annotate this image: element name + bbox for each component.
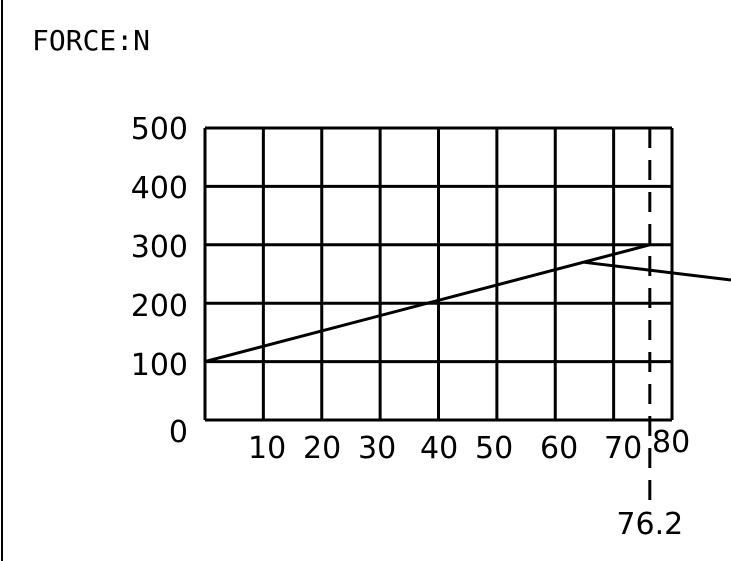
x-tick-label: 30 — [358, 431, 396, 466]
annotation-line — [584, 260, 731, 282]
series-line — [204, 243, 651, 364]
x-tick-label: 50 — [475, 431, 513, 466]
x-tick-label: 40 — [420, 431, 458, 466]
y-tick-label: 300 — [131, 230, 188, 265]
x-tick-label: 60 — [540, 431, 578, 466]
marker-label: 76.2 — [616, 507, 683, 542]
x-tick-label: 10 — [248, 431, 286, 466]
x-tick-label: 70 — [604, 431, 642, 466]
y-tick-label: 100 — [131, 348, 188, 383]
y-tick-label: 400 — [131, 171, 188, 206]
y-tick-label: 0 — [169, 415, 188, 450]
y-tick-label: 500 — [131, 112, 188, 147]
x-tick-label: 80 — [652, 425, 690, 460]
x-tick-label: 20 — [303, 431, 341, 466]
chart-title: FORCE:N — [32, 24, 150, 57]
y-tick-label: 200 — [131, 289, 188, 324]
plot-area: 0 100 200 300 400 500 10 20 30 40 50 60 70 80 76.2 — [131, 112, 731, 542]
